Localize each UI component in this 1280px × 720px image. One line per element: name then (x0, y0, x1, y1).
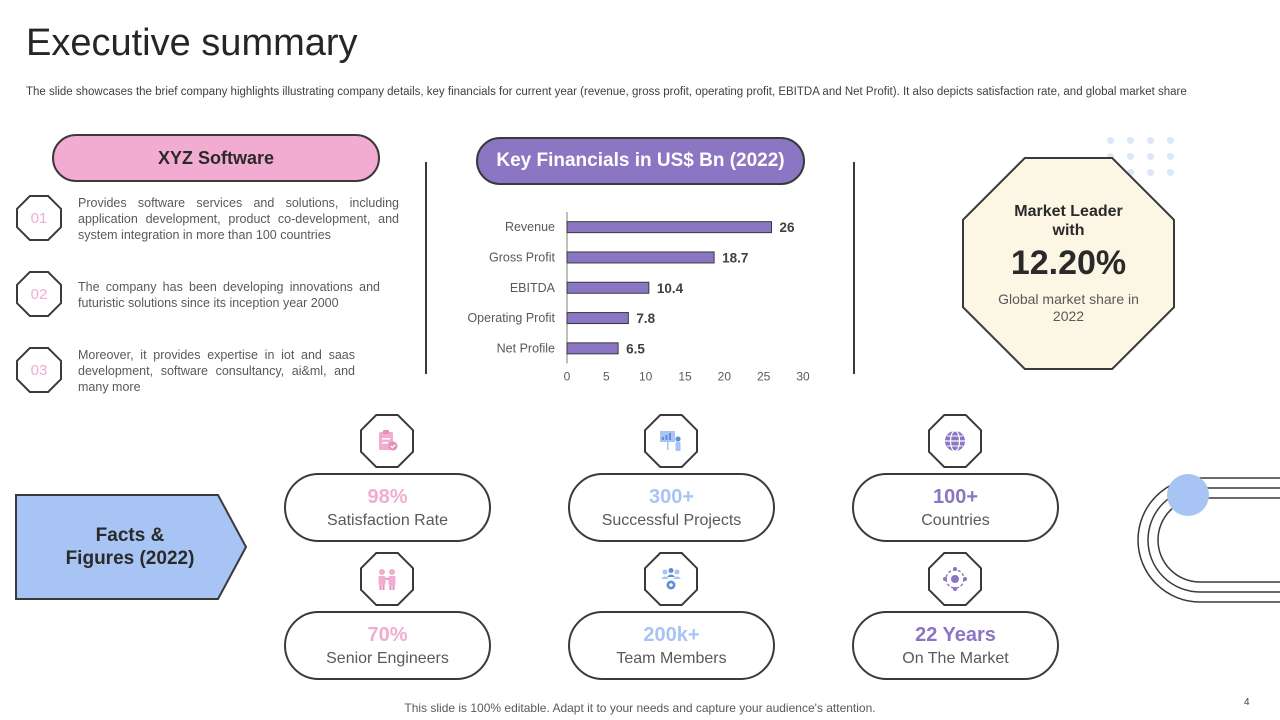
stat-value: 70% (367, 623, 408, 646)
market-share-value: 12.20% (1010, 244, 1127, 282)
chart-x-tick-label: 25 (757, 370, 771, 384)
decorative-dot (1107, 137, 1114, 144)
stat-label: Team Members (616, 649, 727, 667)
stat-label: Successful Projects (601, 511, 742, 529)
market-share-description: Global market share in 2022 (998, 291, 1139, 324)
page-subtitle: The slide showcases the brief company hi… (26, 86, 1187, 98)
decorative-dot (1127, 169, 1134, 176)
stat-label: Satisfaction Rate (327, 511, 448, 529)
stat-value: 22 Years (915, 623, 996, 646)
stat-label: On The Market (902, 649, 1009, 667)
decorative-dot (1167, 153, 1174, 160)
stat-value: 98% (367, 485, 408, 508)
point-number-badge: 03 (16, 347, 62, 393)
chart-data-label: 10.4 (657, 281, 684, 296)
page-title: Executive summary (26, 22, 358, 64)
decorative-circle (1167, 474, 1209, 516)
divider (425, 162, 427, 374)
decorative-dot (1127, 153, 1134, 160)
point-number-badge: 01 (16, 195, 62, 241)
company-point-text: Moreover, it provides expertise in iot a… (78, 348, 355, 394)
chart-x-tick-label: 0 (564, 370, 571, 384)
market-leader-badge: Market Leader with 12.20% Global market … (962, 157, 1175, 370)
decorative-dot (1107, 153, 1114, 160)
network-cycle-icon (943, 567, 967, 591)
team-pair-icon (378, 569, 396, 590)
network-cycle-icon-badge (928, 552, 982, 606)
stat-successful-projects: 300+ Successful Projects (568, 473, 775, 542)
chart-bar (566, 251, 715, 264)
stat-team-members: 200k+ Team Members (568, 611, 775, 680)
stat-senior-engineers: 70% Senior Engineers (284, 611, 491, 680)
facts-figures-title: Facts & Figures (2022) (65, 525, 195, 569)
company-point-text: Provides software services and solutions… (78, 196, 399, 242)
decorative-dot (1167, 169, 1174, 176)
footer-note: This slide is 100% editable. Adapt it to… (404, 701, 876, 715)
point-number-badge: 02 (16, 271, 62, 317)
chart-category-label: Net Profile (497, 341, 555, 355)
chart-data-label: 6.5 (626, 341, 645, 356)
stat-satisfaction-rate: 98% Satisfaction Rate (284, 473, 491, 542)
chart-category-label: Operating Profit (467, 311, 555, 325)
chart-data-label: 7.8 (636, 311, 655, 326)
chart-x-tick-label: 30 (796, 370, 810, 384)
clipboard-check-icon (379, 430, 398, 451)
presentation-icon-badge (644, 414, 698, 468)
financials-header: Key Financials in US$ Bn (2022) (476, 137, 805, 185)
stat-countries: 100+ Countries (852, 473, 1059, 542)
chart-x-tick-label: 15 (678, 370, 692, 384)
chart-data-label: 18.7 (722, 250, 748, 265)
team-gear-icon (661, 568, 681, 590)
chart-data-label: 26 (780, 220, 796, 235)
stat-label: Countries (921, 511, 990, 529)
divider (853, 162, 855, 374)
decorative-dot (1147, 169, 1154, 176)
market-leader-label: Market Leader with (1014, 203, 1123, 239)
stat-years-on-market: 22 Years On The Market (852, 611, 1059, 680)
page-number: 4 (1244, 697, 1250, 708)
stat-value: 200k+ (643, 623, 700, 646)
decorative-dot (1127, 137, 1134, 144)
chart-bar (566, 221, 773, 234)
facts-figures-arrow (15, 494, 247, 600)
chart-category-label: Revenue (505, 220, 555, 234)
globe-icon-badge (928, 414, 982, 468)
financials-bar-chart: Revenue 26 Gross Profit 18.7 EBITDA 10.4 Opera… (467, 212, 810, 384)
team-pair-icon-badge (360, 552, 414, 606)
company-name-header: XYZ Software (52, 134, 380, 182)
chart-x-tick-label: 10 (639, 370, 653, 384)
company-point-text: The company has been developing innovati… (78, 280, 380, 310)
chart-bar (566, 312, 629, 325)
stat-value: 100+ (932, 485, 979, 508)
chart-category-label: EBITDA (510, 281, 556, 295)
decorative-dot (1147, 153, 1154, 160)
chart-x-tick-label: 5 (603, 370, 610, 384)
presentation-icon (660, 431, 681, 451)
chart-bar (566, 281, 650, 294)
decorative-dot (1147, 137, 1154, 144)
decorative-dot (1167, 137, 1174, 144)
clipboard-check-icon-badge (360, 414, 414, 468)
chart-x-tick-label: 20 (718, 370, 732, 384)
team-gear-icon-badge (644, 552, 698, 606)
chart-category-label: Gross Profit (489, 250, 556, 264)
globe-icon (945, 430, 965, 452)
chart-bar (566, 342, 619, 355)
stat-label: Senior Engineers (326, 649, 449, 667)
stat-value: 300+ (648, 485, 695, 508)
